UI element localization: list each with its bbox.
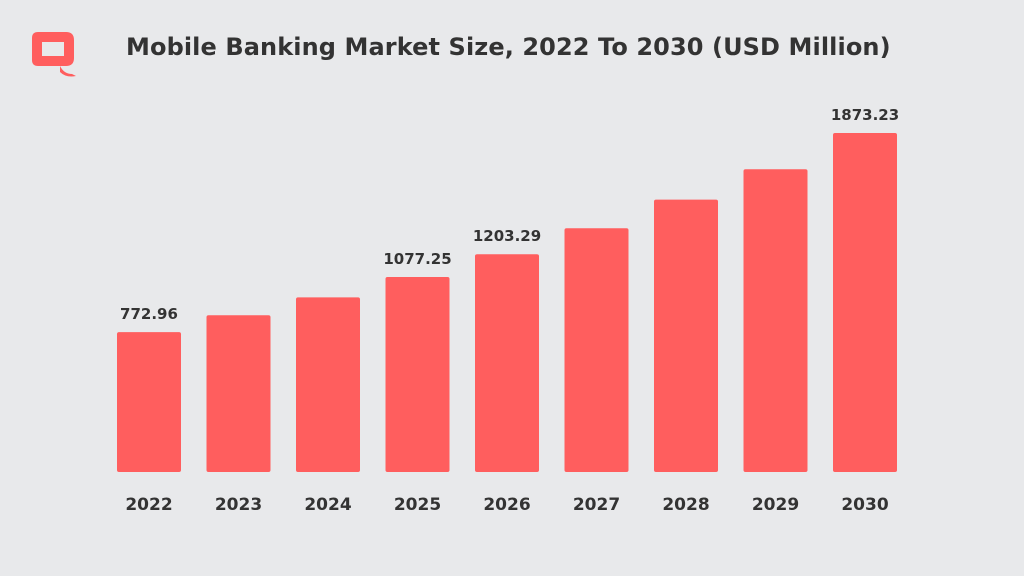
- value-label-2022: 772.96: [120, 305, 178, 323]
- bar-2028: [654, 199, 718, 472]
- bar-2023: [206, 315, 271, 472]
- bar-2022: [117, 332, 181, 472]
- bar-2030: [833, 133, 897, 472]
- category-label-2028: 2028: [662, 495, 709, 515]
- category-label-2022: 2022: [125, 495, 172, 515]
- chart-title: Mobile Banking Market Size, 2022 To 2030…: [126, 33, 891, 61]
- category-label-2030: 2030: [841, 495, 888, 515]
- bar-2029: [743, 169, 808, 473]
- category-label-2029: 2029: [752, 495, 799, 515]
- bar-2026: [475, 254, 539, 472]
- category-label-2025: 2025: [394, 495, 441, 515]
- value-label-2030: 1873.23: [831, 106, 899, 124]
- bar-2027: [564, 228, 629, 472]
- category-label-2027: 2027: [573, 495, 620, 515]
- category-label-2026: 2026: [483, 495, 530, 515]
- category-label-2024: 2024: [304, 495, 351, 515]
- bar-2025: [385, 277, 450, 472]
- value-label-2026: 1203.29: [473, 227, 541, 245]
- category-label-2023: 2023: [215, 495, 262, 515]
- value-label-2025: 1077.25: [383, 250, 451, 268]
- q-logo-icon: [30, 28, 82, 80]
- bar-2024: [296, 297, 360, 472]
